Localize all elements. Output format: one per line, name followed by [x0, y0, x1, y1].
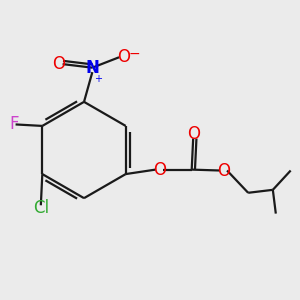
Text: O: O — [117, 48, 130, 66]
Text: Cl: Cl — [33, 199, 49, 217]
Text: O: O — [153, 160, 167, 178]
Text: O: O — [52, 55, 65, 73]
Text: −: − — [128, 47, 140, 61]
Text: O: O — [187, 125, 200, 143]
Text: N: N — [85, 59, 99, 77]
Text: +: + — [94, 74, 102, 84]
Text: O: O — [217, 161, 230, 179]
Text: F: F — [9, 116, 19, 134]
